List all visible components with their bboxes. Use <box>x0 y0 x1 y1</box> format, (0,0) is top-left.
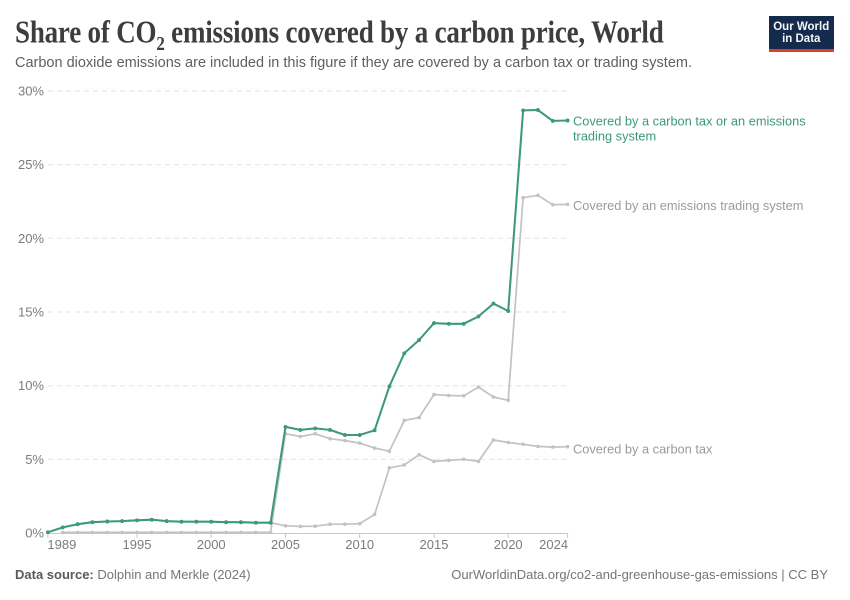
svg-text:30%: 30% <box>18 84 44 99</box>
svg-text:0%: 0% <box>25 526 44 541</box>
svg-text:trading system: trading system <box>573 128 656 143</box>
svg-text:5%: 5% <box>25 452 44 467</box>
svg-text:1995: 1995 <box>123 537 152 552</box>
svg-text:20%: 20% <box>18 231 44 246</box>
svg-text:Covered by a carbon tax: Covered by a carbon tax <box>573 442 713 457</box>
svg-text:15%: 15% <box>18 305 44 320</box>
svg-text:25%: 25% <box>18 157 44 172</box>
svg-text:Covered by an emissions tradin: Covered by an emissions trading system <box>573 198 803 213</box>
svg-text:2015: 2015 <box>420 537 449 552</box>
svg-text:2024: 2024 <box>539 537 568 552</box>
svg-text:Covered by a carbon tax or an: Covered by a carbon tax or an emissions <box>573 114 806 129</box>
svg-text:10%: 10% <box>18 378 44 393</box>
svg-text:2000: 2000 <box>197 537 226 552</box>
svg-text:2010: 2010 <box>345 537 374 552</box>
svg-text:1989: 1989 <box>47 537 76 552</box>
svg-text:2005: 2005 <box>271 537 300 552</box>
svg-text:2020: 2020 <box>494 537 523 552</box>
